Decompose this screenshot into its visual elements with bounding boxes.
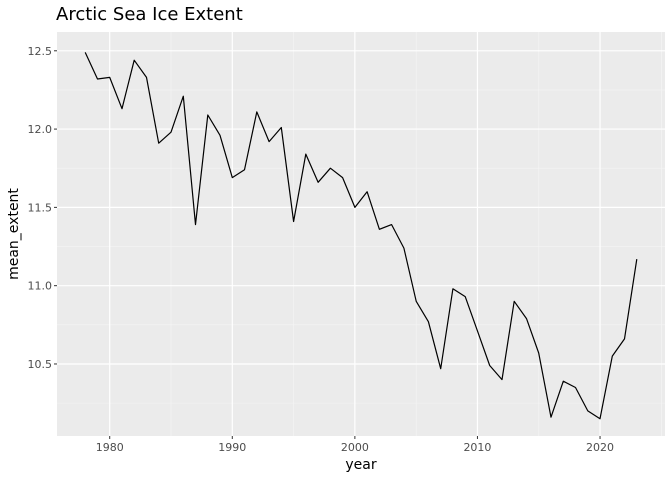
data-point — [219, 134, 222, 137]
x-axis: 1980 1990 2000 2010 2020 — [96, 436, 614, 454]
data-point — [145, 76, 148, 79]
data-point — [280, 126, 283, 129]
y-tick-label: 11.0 — [28, 280, 53, 293]
y-tick-label: 10.5 — [28, 358, 53, 371]
data-point — [96, 77, 99, 80]
data-point — [550, 416, 553, 419]
data-point — [439, 367, 442, 370]
data-point — [464, 295, 467, 298]
data-point — [500, 378, 503, 381]
data-point — [304, 153, 307, 156]
data-point — [329, 167, 332, 170]
data-point — [133, 59, 136, 62]
data-point — [488, 364, 491, 367]
major-gridlines — [57, 32, 665, 436]
data-point — [451, 287, 454, 290]
y-tick-label: 11.5 — [28, 201, 53, 214]
data-point — [378, 228, 381, 231]
x-tick-label: 2000 — [341, 441, 369, 454]
x-tick-label: 1990 — [218, 441, 246, 454]
data-point — [635, 258, 638, 261]
x-tick-label: 2010 — [463, 441, 491, 454]
data-point — [255, 110, 258, 113]
data-point — [574, 386, 577, 389]
y-axis: 10.5 11.0 11.5 12.0 12.5 — [28, 45, 57, 371]
data-point — [402, 247, 405, 250]
data-point — [611, 355, 614, 358]
data-point — [525, 317, 528, 320]
data-point — [562, 380, 565, 383]
data-series — [84, 51, 638, 420]
data-point — [268, 140, 271, 143]
data-point — [390, 223, 393, 226]
data-point — [599, 417, 602, 420]
data-point — [427, 320, 430, 323]
data-point — [476, 330, 479, 333]
y-axis-title: mean_extent — [6, 188, 22, 280]
data-point — [170, 131, 173, 134]
data-point — [623, 337, 626, 340]
data-point — [317, 181, 320, 184]
data-point — [231, 176, 234, 179]
chart-title: Arctic Sea Ice Extent — [56, 4, 243, 25]
series-line — [84, 52, 638, 420]
x-axis-title: year — [345, 457, 376, 473]
data-point — [157, 142, 160, 145]
plot-panel — [57, 32, 665, 436]
data-point — [366, 190, 369, 193]
y-tick-label: 12.5 — [28, 45, 53, 58]
data-point — [341, 176, 344, 179]
data-point — [120, 107, 123, 110]
data-point — [182, 95, 185, 98]
data-point — [292, 220, 295, 223]
y-tick-label: 12.0 — [28, 123, 53, 136]
data-point — [586, 409, 589, 412]
data-point — [537, 352, 540, 355]
minor-gridlines — [57, 32, 665, 436]
data-point — [84, 51, 87, 54]
data-point — [513, 300, 516, 303]
data-point — [243, 168, 246, 171]
data-point — [353, 206, 356, 209]
x-tick-label: 2020 — [586, 441, 614, 454]
data-point — [194, 223, 197, 226]
data-point — [206, 113, 209, 116]
data-point — [415, 300, 418, 303]
x-tick-label: 1980 — [96, 441, 124, 454]
data-point — [108, 76, 111, 79]
